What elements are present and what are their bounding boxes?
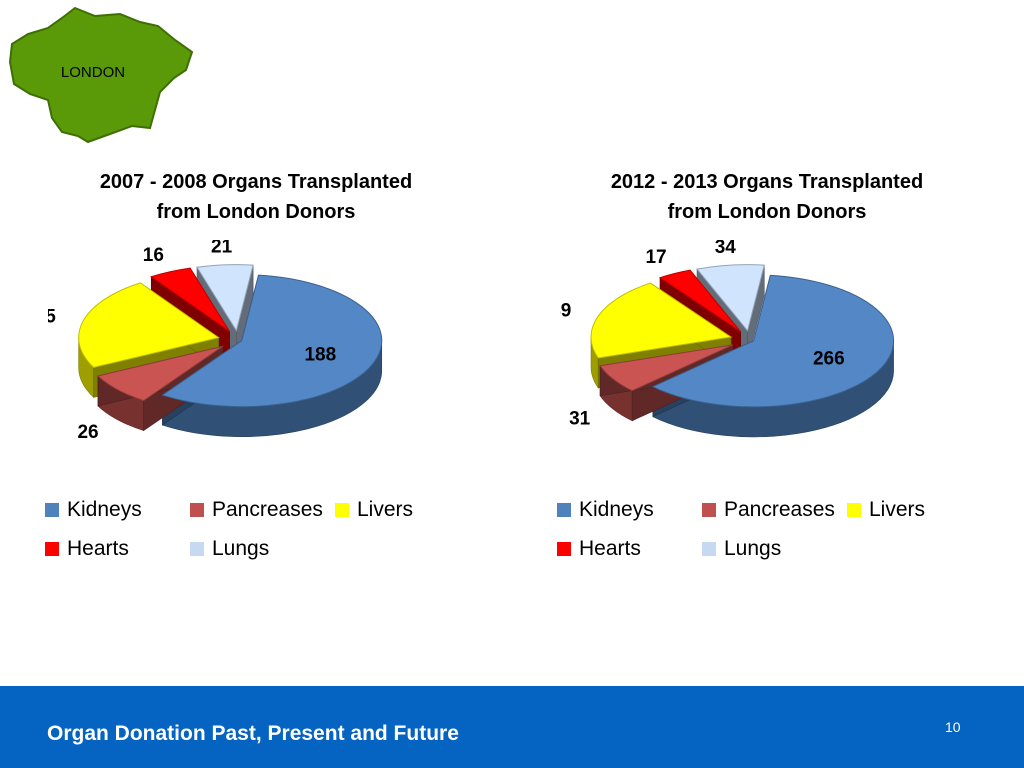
pie-slice-livers bbox=[590, 282, 733, 359]
pie-label-lungs: 34 bbox=[715, 240, 737, 258]
legend-2007-2008: Kidneys Pancreases Livers Hearts Lungs bbox=[45, 498, 505, 578]
pie-label-kidneys: 188 bbox=[304, 345, 336, 366]
legend-swatch-kidneys bbox=[557, 503, 571, 517]
legend-swatch-lungs bbox=[190, 542, 204, 556]
legend-2012-2013: Kidneys Pancreases Livers Hearts Lungs bbox=[557, 498, 1017, 578]
pie-slice-pancreases bbox=[599, 344, 734, 392]
pie-slice-lungs bbox=[196, 264, 254, 332]
pie-label-kidneys: 266 bbox=[813, 348, 845, 369]
slide-number: 10 bbox=[945, 719, 961, 735]
legend-swatch-lungs bbox=[702, 542, 716, 556]
pie-label-lungs: 21 bbox=[211, 240, 233, 257]
legend-swatch-kidneys bbox=[45, 503, 59, 517]
pie-slice-kidneys bbox=[651, 274, 895, 408]
legend-swatch-livers bbox=[847, 503, 861, 517]
pie-slice-kidneys bbox=[161, 274, 383, 408]
chart-title-line2: from London Donors bbox=[156, 201, 356, 223]
legend-item-lungs: Lungs bbox=[702, 537, 781, 561]
legend-swatch-pancreases bbox=[702, 503, 716, 517]
pie-label-hearts: 16 bbox=[143, 245, 164, 266]
chart-title-2012-2013: 2012 - 2013 Organs Transplanted from Lon… bbox=[557, 167, 977, 227]
pie-slice-pancreases bbox=[96, 345, 224, 402]
legend-item-pancreases: Pancreases bbox=[190, 498, 323, 522]
london-map: LONDON bbox=[8, 6, 194, 144]
chart-title-2007-2008: 2007 - 2008 Organs Transplanted from Lon… bbox=[46, 167, 466, 227]
pie-slice-hearts bbox=[150, 267, 230, 332]
legend-label-pancreases: Pancreases bbox=[212, 498, 323, 521]
legend-swatch-pancreases bbox=[190, 503, 204, 517]
chart-title-line1: 2007 - 2008 Organs Transplanted bbox=[99, 171, 413, 193]
chart-title-line1: 2012 - 2013 Organs Transplanted bbox=[610, 171, 924, 193]
london-label: LONDON bbox=[61, 64, 125, 81]
legend-label-lungs: Lungs bbox=[724, 537, 782, 560]
footer-bar: Organ Donation Past, Present and Future … bbox=[0, 686, 1024, 768]
pie-label-livers: 89 bbox=[560, 301, 571, 322]
legend-label-lungs: Lungs bbox=[212, 537, 270, 560]
legend-item-pancreases: Pancreases bbox=[702, 498, 835, 522]
legend-item-hearts: Hearts bbox=[557, 537, 641, 561]
chart-title-line2: from London Donors bbox=[667, 201, 867, 223]
legend-label-livers: Livers bbox=[357, 498, 414, 521]
pie-slice-hearts bbox=[658, 269, 741, 333]
pie-label-hearts: 17 bbox=[645, 247, 666, 268]
pie-slice-livers bbox=[78, 282, 220, 368]
legend-item-lungs: Lungs bbox=[190, 537, 269, 561]
legend-label-kidneys: Kidneys bbox=[67, 498, 142, 521]
pie-label-livers: 75 bbox=[48, 306, 56, 327]
legend-item-livers: Livers bbox=[847, 498, 925, 522]
pie-chart-2007-2008: 188 26 75 16 21 bbox=[48, 240, 383, 443]
legend-swatch-livers bbox=[335, 503, 349, 517]
legend-label-pancreases: Pancreases bbox=[724, 498, 835, 521]
pie-slice-lungs bbox=[696, 264, 765, 332]
legend-label-hearts: Hearts bbox=[67, 537, 129, 560]
legend-label-hearts: Hearts bbox=[579, 537, 641, 560]
legend-item-kidneys: Kidneys bbox=[45, 498, 142, 522]
pie-chart-2012-2013: 266 31 89 17 34 bbox=[560, 240, 895, 438]
legend-label-kidneys: Kidneys bbox=[579, 498, 654, 521]
pie-label-pancreases: 26 bbox=[77, 422, 98, 443]
pie-label-pancreases: 31 bbox=[569, 409, 591, 430]
legend-item-livers: Livers bbox=[335, 498, 413, 522]
legend-swatch-hearts bbox=[45, 542, 59, 556]
legend-swatch-hearts bbox=[557, 542, 571, 556]
legend-item-hearts: Hearts bbox=[45, 537, 129, 561]
london-map-shape bbox=[8, 6, 194, 144]
legend-item-kidneys: Kidneys bbox=[557, 498, 654, 522]
legend-label-livers: Livers bbox=[869, 498, 926, 521]
presentation-title: Organ Donation Past, Present and Future bbox=[47, 722, 459, 745]
